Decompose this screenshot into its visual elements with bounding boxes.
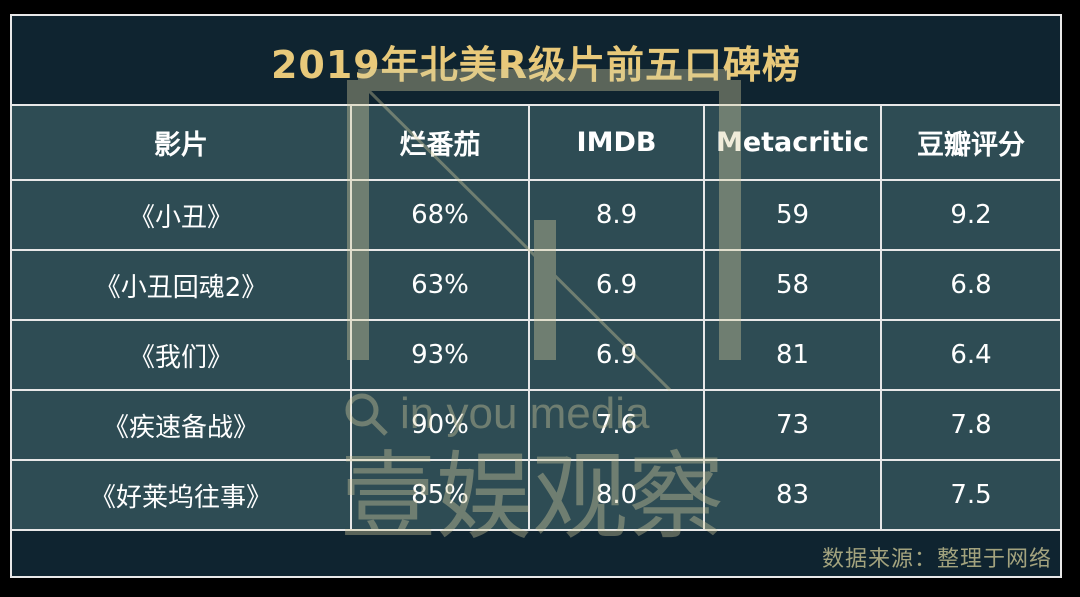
cell-metacritic: 59 <box>703 179 882 251</box>
cell-metacritic: 58 <box>703 249 882 321</box>
source-note: 数据来源：整理于网络 <box>821 547 1052 572</box>
cell-douban: 6.8 <box>880 249 1062 321</box>
cell-rotten-tomatoes: 68% <box>350 179 530 251</box>
cell-imdb: 6.9 <box>528 249 705 321</box>
table-row: 《好莱坞往事》 85% 8.0 83 7.5 <box>10 459 1062 531</box>
cell-metacritic: 81 <box>703 319 882 391</box>
cell-film: 《疾速备战》 <box>10 389 352 461</box>
table-row: 《小丑回魂2》 63% 6.9 58 6.8 <box>10 249 1062 321</box>
title-bar: 2019年北美R级片前五口碑榜 <box>12 16 1060 108</box>
cell-metacritic: 83 <box>703 459 882 531</box>
cell-douban: 6.4 <box>880 319 1062 391</box>
table-row: 《疾速备战》 90% 7.6 73 7.8 <box>10 389 1062 461</box>
chart-title: 2019年北美R级片前五口碑榜 <box>270 42 802 87</box>
cell-rotten-tomatoes: 90% <box>350 389 530 461</box>
cell-film: 《小丑》 <box>10 179 352 251</box>
cell-film: 《好莱坞往事》 <box>10 459 352 531</box>
header-row: 影片 烂番茄 IMDB Metacritic 豆瓣评分 <box>10 104 1062 181</box>
header-rotten-tomatoes: 烂番茄 <box>350 104 530 181</box>
cell-rotten-tomatoes: 63% <box>350 249 530 321</box>
header-metacritic: Metacritic <box>703 104 882 181</box>
rating-table: 影片 烂番茄 IMDB Metacritic 豆瓣评分 《小丑》 68% 8.9… <box>10 104 1062 531</box>
cell-rotten-tomatoes: 85% <box>350 459 530 531</box>
cell-film: 《小丑回魂2》 <box>10 249 352 321</box>
header-douban: 豆瓣评分 <box>880 104 1062 181</box>
table-row: 《小丑》 68% 8.9 59 9.2 <box>10 179 1062 251</box>
table-row: 《我们》 93% 6.9 81 6.4 <box>10 319 1062 391</box>
cell-film: 《我们》 <box>10 319 352 391</box>
cell-imdb: 6.9 <box>528 319 705 391</box>
header-imdb: IMDB <box>528 104 705 181</box>
header-film: 影片 <box>10 104 352 181</box>
cell-rotten-tomatoes: 93% <box>350 319 530 391</box>
cell-imdb: 8.9 <box>528 179 705 251</box>
cell-douban: 7.8 <box>880 389 1062 461</box>
cell-imdb: 8.0 <box>528 459 705 531</box>
cell-douban: 7.5 <box>880 459 1062 531</box>
cell-metacritic: 73 <box>703 389 882 461</box>
cell-douban: 9.2 <box>880 179 1062 251</box>
cell-imdb: 7.6 <box>528 389 705 461</box>
